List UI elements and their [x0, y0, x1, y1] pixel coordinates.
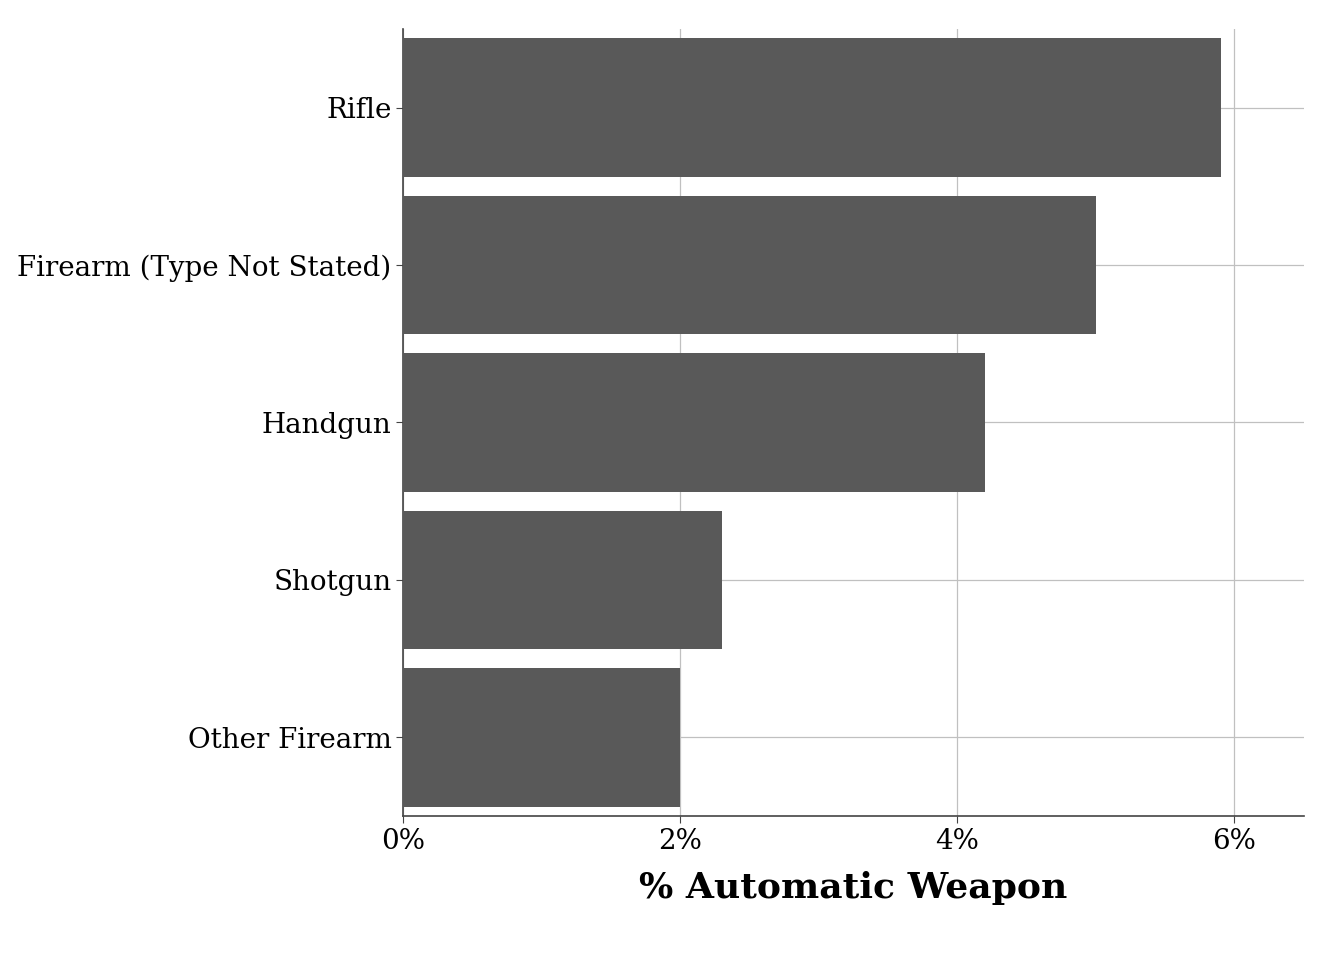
- Bar: [403, 196, 1095, 334]
- Bar: [403, 38, 1220, 177]
- X-axis label: % Automatic Weapon: % Automatic Weapon: [640, 872, 1067, 905]
- Bar: [403, 511, 722, 649]
- Bar: [403, 353, 985, 492]
- Bar: [403, 668, 680, 806]
